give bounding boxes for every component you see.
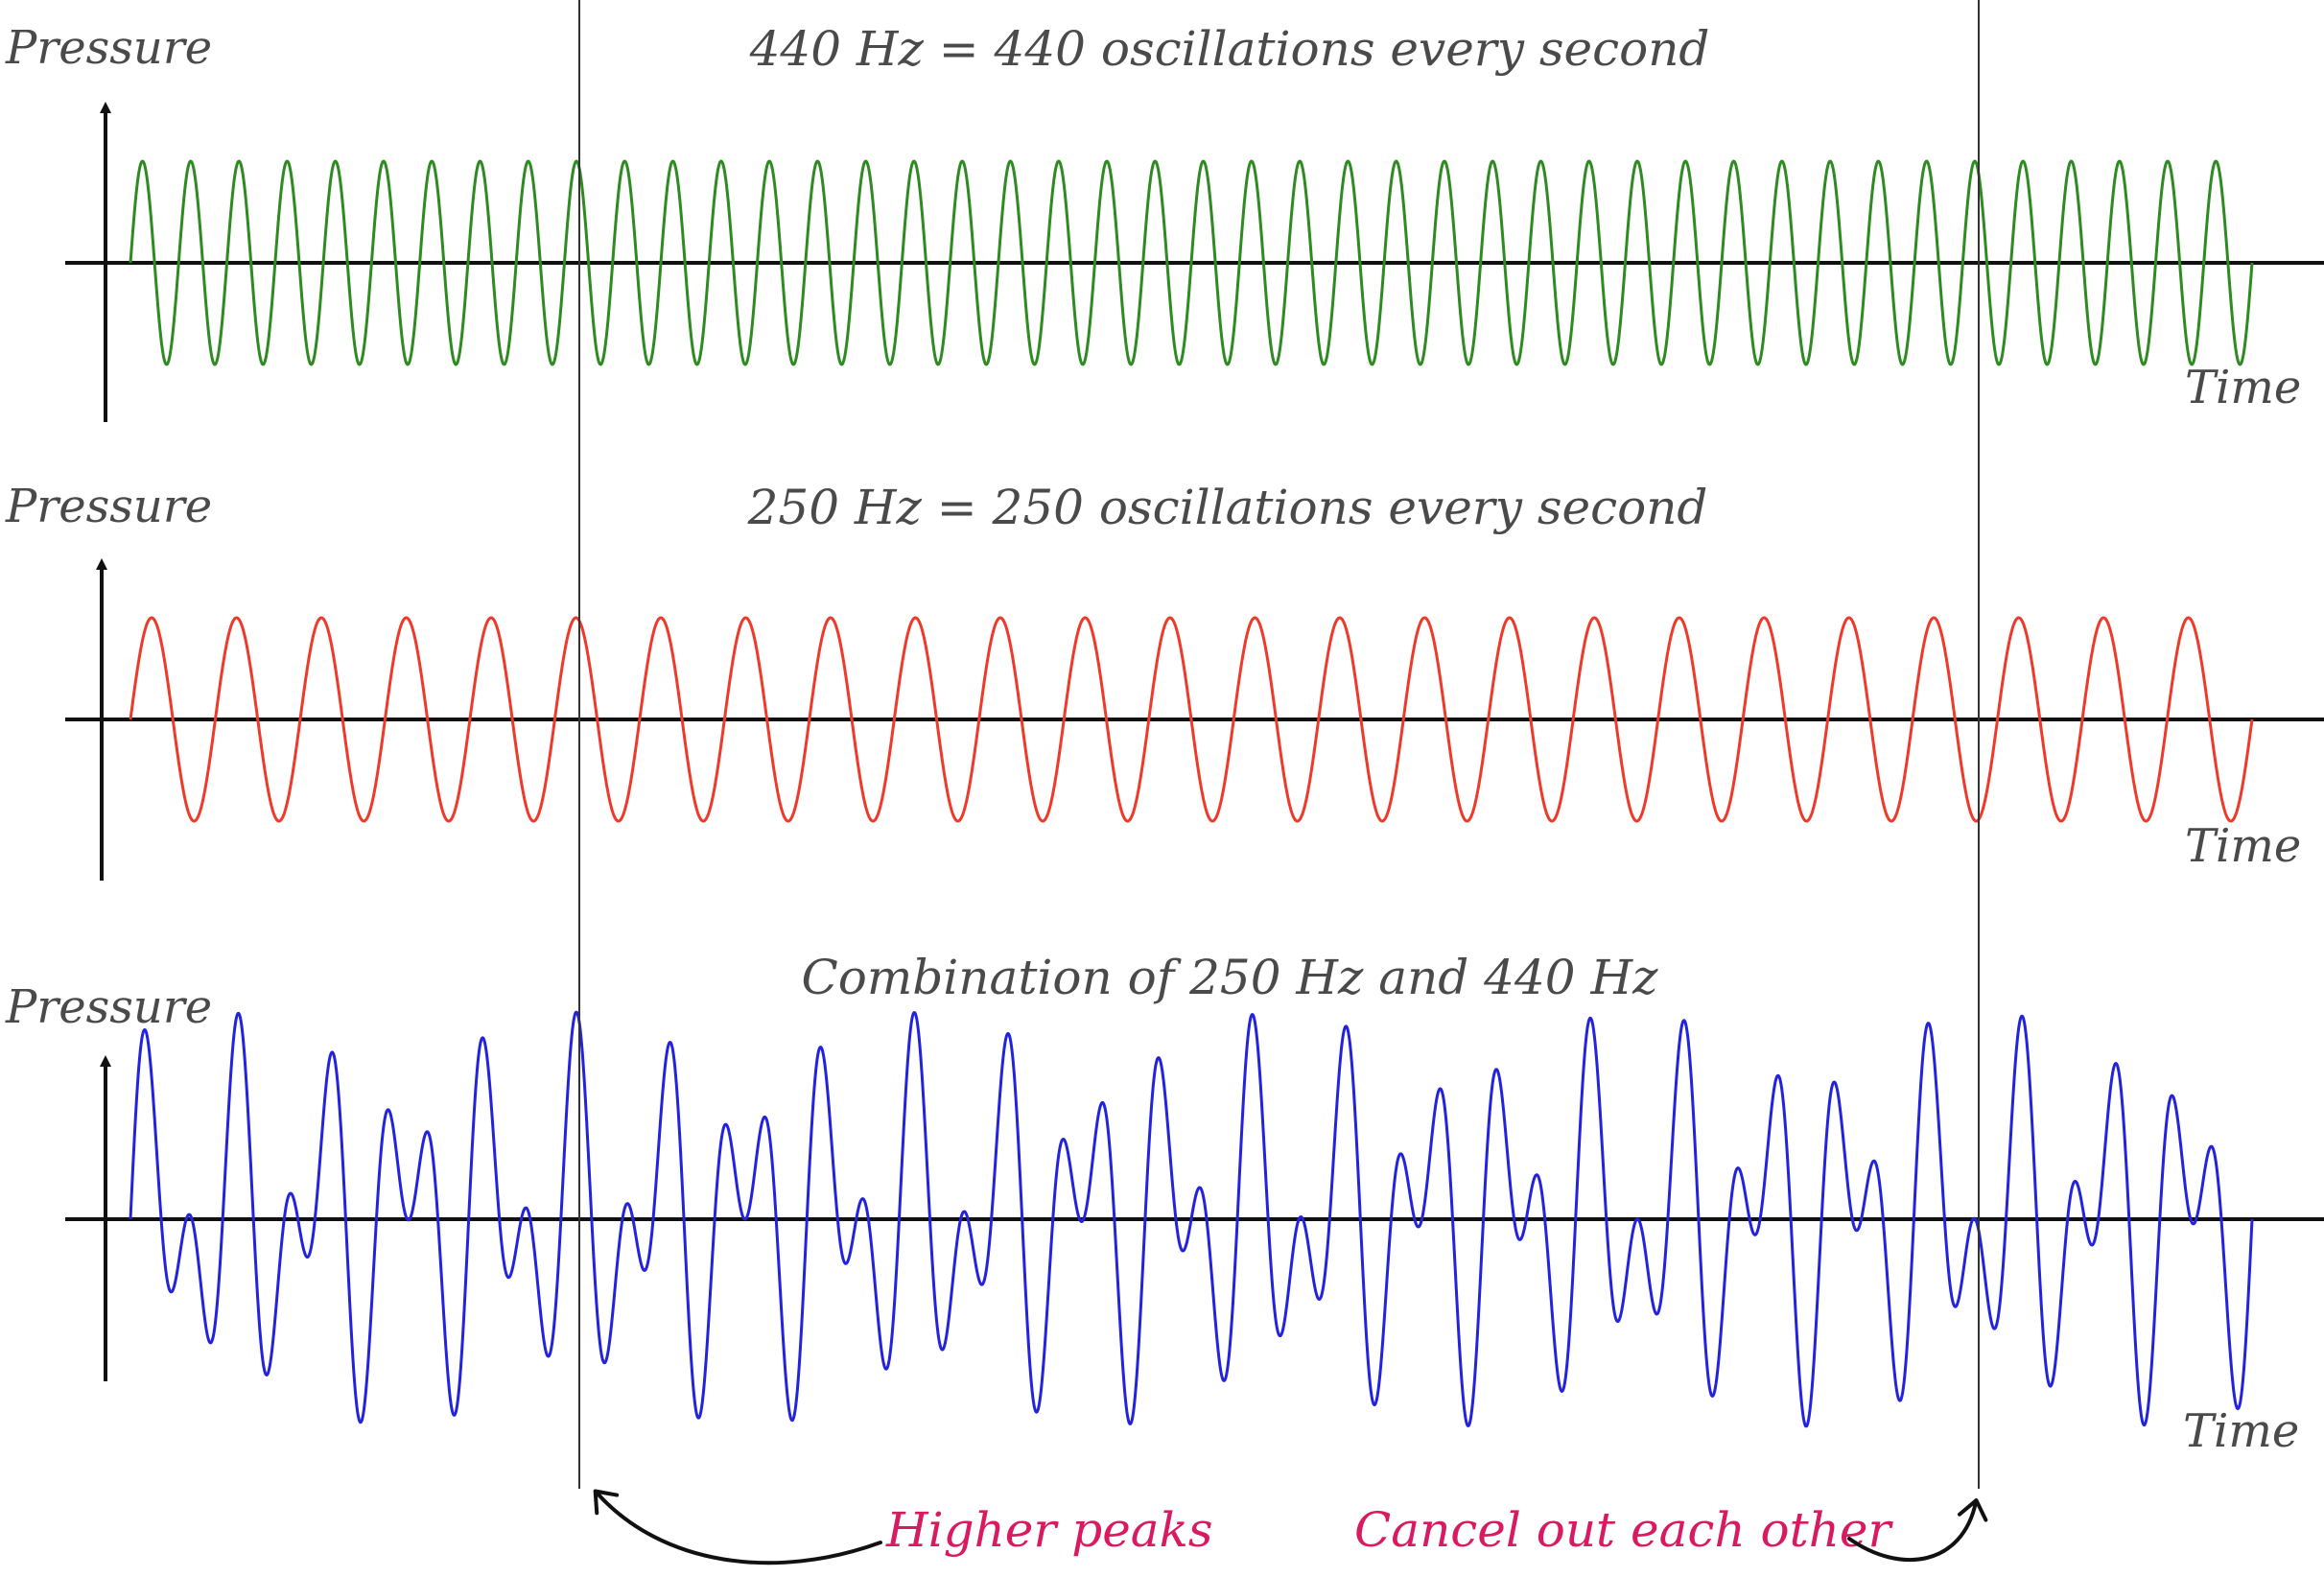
cancel-out-label: Cancel out each other bbox=[1354, 1502, 1894, 1558]
panel-440-ylabel: Pressure bbox=[5, 21, 212, 75]
series-250hz-line bbox=[129, 616, 2254, 823]
series-440hz-line bbox=[129, 159, 2254, 366]
arrow-higher-peaks bbox=[593, 1489, 882, 1565]
annotation-cancel-out: Cancel out each other bbox=[1354, 1498, 1988, 1563]
panel-combined-xlabel: Time bbox=[2183, 1404, 2299, 1458]
annotation-higher-peaks: Higher peaks bbox=[593, 1489, 1213, 1565]
panel-440-title: 440 Hz = 440 oscillations every second bbox=[749, 21, 1710, 77]
series-combined-line bbox=[129, 1010, 2254, 1428]
panel-250-xlabel: Time bbox=[2185, 819, 2301, 873]
panel-440-xlabel: Time bbox=[2185, 361, 2301, 414]
panel-combined-title: Combination of 250 Hz and 440 Hz bbox=[802, 950, 1659, 1005]
higher-peaks-label: Higher peaks bbox=[885, 1502, 1213, 1558]
panel-250hz: Pressure 250 Hz = 250 oscillations every… bbox=[5, 480, 2324, 881]
panel-combined: Pressure Combination of 250 Hz and 440 H… bbox=[5, 950, 2324, 1458]
panel-440hz: Pressure 440 Hz = 440 oscillations every… bbox=[5, 21, 2324, 422]
panel-combined-ylabel: Pressure bbox=[5, 980, 212, 1034]
panel-250-ylabel: Pressure bbox=[5, 480, 212, 533]
panel-250-title: 250 Hz = 250 oscillations every second bbox=[747, 480, 1708, 535]
arrow-cancel-out bbox=[1847, 1498, 1988, 1563]
